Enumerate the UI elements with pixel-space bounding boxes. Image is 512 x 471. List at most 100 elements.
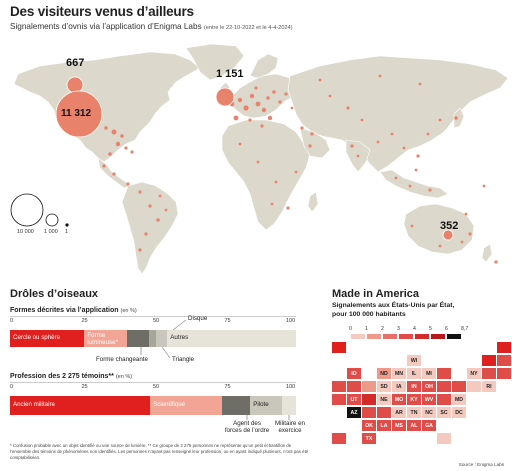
us-state-tile: SC (437, 407, 451, 418)
profession-chart-title-text: Profession des 2 275 témoins** (10, 373, 114, 380)
forms-chart-unit: (en %) (120, 308, 137, 314)
arabia-land (299, 127, 331, 159)
profession-bar-segment (221, 396, 251, 415)
profession-bar-segment (281, 396, 296, 415)
profession-tick: 100 (286, 384, 296, 390)
us-state-tile (437, 368, 451, 379)
forms-bar-segment (127, 330, 149, 347)
forms-chart-title-text: Formes décrites via l’application (10, 307, 119, 314)
bubble-europe (215, 87, 235, 107)
us-state-tile: AR (392, 407, 406, 418)
us-legend-label: 8,7 (461, 326, 469, 332)
scandinavia-land (249, 53, 279, 79)
us-state-tile: KY (407, 394, 421, 405)
us-legend-label: 2 (381, 326, 384, 332)
us-state-tile (347, 381, 361, 392)
footnote: * Confusion probable avec un objet ident… (10, 443, 309, 460)
callout-agent: Agent des forces de l’ordre (224, 420, 270, 434)
bubble-label-usa: 11 312 (61, 108, 92, 119)
source-note: Source : Enigma Labs (458, 462, 504, 467)
profession-tick: 25 (81, 384, 88, 390)
us-legend-label: 0 (349, 326, 352, 332)
profession-chart-rule (10, 382, 296, 383)
us-state-tile: WV (422, 394, 436, 405)
profession-bar-segment (10, 396, 151, 415)
profession-bar-segment-label: Pilote (253, 400, 269, 408)
forms-tick: 100 (286, 318, 296, 324)
us-state-tile (482, 355, 496, 366)
profession-tick: 0 (10, 384, 14, 390)
forms-chart-rule (10, 316, 296, 317)
us-state-tile (362, 407, 376, 418)
profession-bar: Ancien militaire Scientifique Pilote (10, 396, 296, 415)
us-state-tile (497, 355, 511, 366)
forms-tick: 50 (153, 318, 160, 324)
forms-tick: 0 (10, 318, 14, 324)
us-state-tile: ND (377, 368, 391, 379)
us-state-tile: AZ (347, 407, 361, 418)
legend-label-1: 1 (65, 229, 69, 235)
us-legend-swatch (383, 334, 397, 339)
profession-chart-ticks: 0 25 50 75 100 (10, 384, 296, 392)
bubble-australia (442, 229, 454, 241)
forms-bar-segment (84, 330, 128, 347)
forms-chart-title: Formes décrites via l’application (en %) (10, 307, 137, 314)
legend-circle-medium (45, 213, 59, 227)
us-state-tile: TX (362, 433, 376, 444)
madagascar-land (307, 191, 319, 213)
greenland-land (185, 43, 245, 81)
profession-tick: 75 (224, 384, 231, 390)
forms-bar-segment-label: Autres (170, 333, 189, 341)
us-legend-swatch (415, 334, 429, 339)
profession-bar-segment (150, 396, 222, 415)
subtitle-text: Signalements d’ovnis via l’application d… (10, 22, 202, 31)
us-state-tile (437, 381, 451, 392)
us-state-tile: RI (482, 381, 496, 392)
page-title: Des visiteurs venus d’ailleurs (10, 4, 194, 19)
us-state-tile: OK (362, 420, 376, 431)
profession-chart-unit: (en %) (115, 374, 133, 380)
japan-land (453, 107, 465, 129)
us-state-tile: GA (422, 420, 436, 431)
us-state-tile (452, 381, 466, 392)
forms-chart-ticks: 0 25 50 75 100 (10, 318, 296, 326)
north-america-land (13, 51, 201, 163)
size-legend (10, 193, 69, 227)
us-state-tile: MO (392, 394, 406, 405)
callout-forme-changeante: Forme changeante (96, 356, 148, 363)
bubble-label-canada: 667 (66, 57, 85, 69)
legend-label-10000: 10 000 (17, 229, 34, 235)
callout-triangle: Triangle (172, 356, 195, 363)
us-state-tile (497, 342, 511, 353)
forms-bar-segment-label: Cercle ou sphère (13, 333, 61, 341)
us-map-subtitle: Signalements aux États-Unis par État, po… (332, 302, 454, 320)
us-state-tile (332, 342, 346, 353)
callout-militaire: Militaire en exercice (275, 420, 305, 434)
us-state-tile: ID (347, 368, 361, 379)
profession-bar-segment-label: Ancien militaire (13, 400, 55, 408)
bubble-layer (55, 76, 454, 241)
us-state-tile: MI (422, 368, 436, 379)
us-state-tile: SD (377, 381, 391, 392)
us-color-legend: 0 1 2 3 4 5 6 8,7 (349, 326, 480, 346)
us-state-tile: AL (407, 420, 421, 431)
us-legend-swatch (431, 334, 445, 339)
us-state-tile: DC (452, 407, 466, 418)
us-state-tile (362, 394, 376, 405)
africa-land (221, 119, 311, 231)
us-legend-swatch (399, 334, 413, 339)
us-state-tile (332, 394, 346, 405)
callout-disque: Disque (188, 315, 208, 322)
world-map (10, 43, 509, 275)
australia-land (403, 203, 475, 255)
us-state-tile (437, 433, 451, 444)
us-state-tile: OH (422, 381, 436, 392)
us-state-tile (437, 394, 451, 405)
us-state-tile: LA (377, 420, 391, 431)
forms-bar: Cercle ou sphère Forme lumineuse* Autres (10, 330, 296, 347)
bubble-label-europe: 1 151 (216, 68, 244, 80)
us-state-tile (497, 368, 511, 379)
legend-circle-small (65, 223, 69, 227)
us-state-tile: UT (347, 394, 361, 405)
us-map-subtitle-line2: pour 100 000 habitants (332, 310, 406, 318)
